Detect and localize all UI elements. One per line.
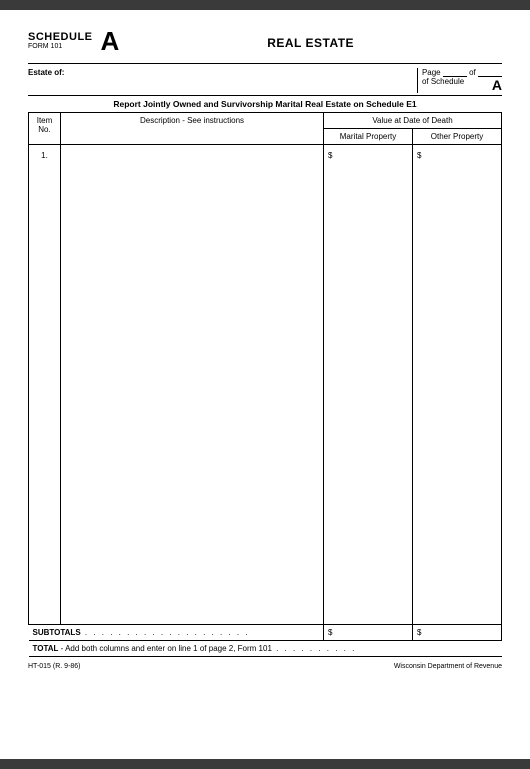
schedule-letter-right: A: [492, 77, 502, 93]
dot-leader: [81, 628, 250, 637]
schedule-block: SCHEDULE FORM 101: [28, 32, 93, 50]
col-item-no: Item No.: [29, 113, 61, 145]
item-number-cell[interactable]: 1.: [29, 145, 61, 625]
dot-leader: [272, 644, 356, 653]
schedule-letter: A: [101, 30, 120, 53]
subtotals-label: SUBTOTALS: [29, 625, 324, 641]
page-title: REAL ESTATE: [119, 36, 502, 50]
schedule-label: SCHEDULE: [28, 32, 93, 43]
subtotals-marital[interactable]: $: [324, 625, 413, 641]
total-label-cell: TOTAL - Add both columns and enter on li…: [29, 641, 502, 657]
footer: HT-015 (R. 9-86) Wisconsin Department of…: [28, 663, 502, 670]
page-of-block: Page of of Schedule A: [417, 68, 502, 93]
header-row-1: Item No. Description - See instructions …: [29, 113, 502, 129]
page-label: Page: [422, 68, 441, 77]
page-total-blank[interactable]: [478, 69, 502, 77]
col-value-header: Value at Date of Death: [324, 113, 502, 129]
report-instruction: Report Jointly Owned and Survivorship Ma…: [28, 95, 502, 113]
department: Wisconsin Department of Revenue: [394, 663, 502, 670]
col-marital: Marital Property: [324, 129, 413, 145]
subtotals-other[interactable]: $: [413, 625, 502, 641]
subtotals-row: SUBTOTALS $ $: [29, 625, 502, 641]
col-other: Other Property: [413, 129, 502, 145]
dollar-sign: $: [417, 151, 421, 160]
other-value-cell[interactable]: $: [413, 145, 502, 625]
total-label: TOTAL: [33, 644, 59, 653]
divider-top: [28, 63, 502, 64]
table-row: 1. $ $: [29, 145, 502, 625]
total-sub: - Add both columns and enter on line 1 o…: [58, 644, 271, 653]
form-page: SCHEDULE FORM 101 A REAL ESTATE Estate o…: [0, 10, 530, 759]
dollar-sign: $: [328, 151, 332, 160]
form-label: FORM 101: [28, 43, 93, 50]
real-estate-table: Item No. Description - See instructions …: [28, 113, 502, 657]
header-row: SCHEDULE FORM 101 A REAL ESTATE: [28, 32, 502, 55]
marital-value-cell[interactable]: $: [324, 145, 413, 625]
estate-of-label: Estate of:: [28, 68, 64, 77]
of-schedule-label: of Schedule: [422, 77, 464, 86]
dollar-sign: $: [328, 628, 332, 637]
dollar-sign: $: [417, 628, 421, 637]
subtotals-text: SUBTOTALS: [33, 628, 81, 637]
description-cell[interactable]: [61, 145, 324, 625]
page-number-blank[interactable]: [443, 69, 467, 77]
form-code: HT-015 (R. 9-86): [28, 663, 81, 670]
col-description: Description - See instructions: [61, 113, 324, 145]
estate-row: Estate of: Page of of Schedule A: [28, 68, 502, 93]
total-row: TOTAL - Add both columns and enter on li…: [29, 641, 502, 657]
of-label: of: [469, 68, 476, 77]
